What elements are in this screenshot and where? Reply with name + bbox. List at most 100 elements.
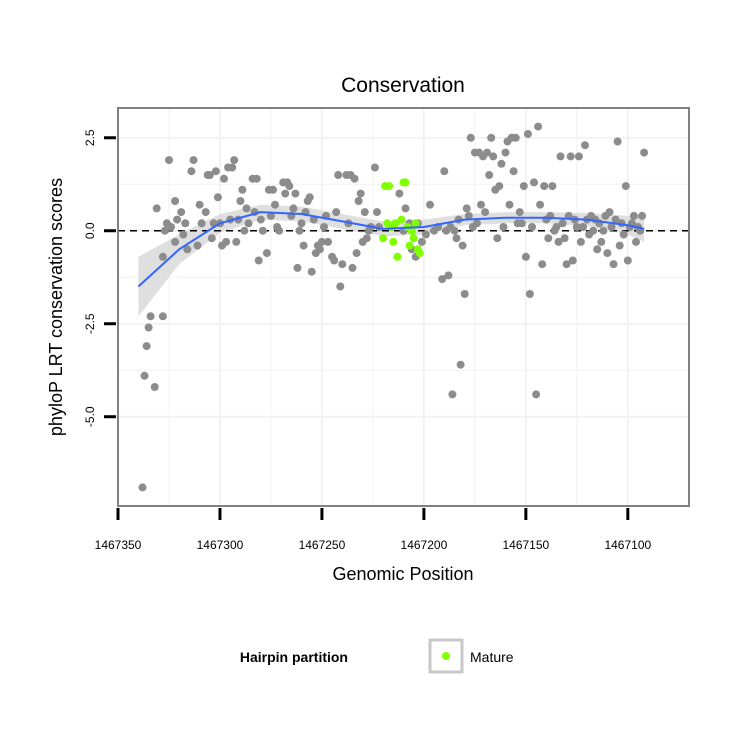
point-other [576, 237, 585, 246]
point-other [638, 211, 647, 220]
point-other [554, 237, 563, 246]
point-other [593, 245, 602, 254]
point-other [350, 174, 359, 183]
point-other [183, 245, 192, 254]
point-other [552, 223, 561, 231]
point-mature [389, 237, 398, 246]
point-other [238, 185, 247, 194]
point-other [505, 200, 514, 209]
point-other [523, 130, 532, 138]
point-other [150, 383, 159, 391]
point-mature [409, 234, 418, 243]
point-other [574, 152, 583, 161]
x-tick-label: 1467250 [299, 538, 346, 552]
x-axis: 1467350 1467300 1467250 1467200 1467150 14671… [95, 508, 652, 552]
point-other [201, 208, 210, 217]
point-other [521, 252, 530, 261]
point-other [568, 256, 577, 265]
data-points [138, 122, 649, 492]
y-tick-label: 2.5 [83, 129, 97, 146]
point-other [152, 204, 161, 213]
point-other [370, 163, 379, 172]
point-other [517, 219, 526, 228]
point-other [220, 174, 228, 183]
point-other [499, 223, 508, 231]
point-other [189, 156, 198, 165]
y-axis-title: phyloP LRT conservation scores [46, 178, 66, 436]
point-other [395, 189, 404, 198]
point-other [462, 204, 471, 213]
point-mature [391, 219, 400, 228]
point-mature [407, 226, 416, 235]
y-axis: -5.0 -2.5 0.0 2.5 [83, 129, 116, 427]
point-other [158, 252, 167, 261]
point-other [254, 256, 263, 265]
point-other [562, 260, 571, 269]
point-other [632, 237, 640, 246]
point-mature [397, 215, 406, 224]
point-other [458, 241, 467, 250]
point-other [417, 237, 426, 246]
point-other [291, 189, 300, 198]
point-other [281, 189, 290, 198]
point-other [613, 137, 622, 146]
point-other [609, 260, 618, 269]
point-other [487, 133, 496, 142]
point-other [460, 290, 469, 298]
point-other [452, 234, 461, 243]
point-other [222, 237, 231, 246]
x-axis-title: Genomic Position [332, 564, 473, 584]
point-other [548, 182, 557, 191]
point-other [297, 219, 306, 228]
point-other [581, 141, 589, 150]
point-other [611, 215, 620, 224]
point-other [623, 256, 632, 265]
point-other [232, 237, 241, 246]
point-other [621, 182, 630, 191]
point-mature [405, 241, 414, 250]
point-other [213, 193, 222, 202]
point-other [501, 148, 510, 157]
point-other [330, 256, 339, 265]
point-other [305, 193, 314, 202]
point-other [271, 200, 279, 209]
point-other [489, 152, 498, 161]
point-other [536, 200, 545, 209]
x-tick-label: 1467200 [401, 538, 448, 552]
point-other [426, 200, 434, 209]
point-other [317, 237, 326, 246]
point-other [444, 271, 453, 280]
point-other [307, 267, 316, 276]
point-other [483, 148, 492, 157]
point-other [334, 171, 343, 179]
point-other [266, 211, 275, 220]
point-other [299, 241, 308, 250]
point-other [262, 249, 271, 258]
point-other [481, 208, 490, 217]
point-other [572, 223, 581, 231]
point-other [236, 197, 245, 205]
point-other [495, 182, 504, 191]
point-mature [379, 234, 388, 243]
point-other [338, 260, 347, 269]
point-other [640, 148, 649, 157]
point-mature [393, 252, 402, 261]
point-other [158, 312, 167, 321]
point-other [566, 152, 575, 161]
point-other [472, 219, 481, 228]
point-other [160, 226, 169, 235]
x-tick-label: 1467100 [604, 538, 651, 552]
point-other [352, 249, 361, 258]
point-other [360, 208, 369, 217]
point-other [293, 263, 302, 272]
point-other [315, 245, 324, 254]
point-other [556, 152, 565, 161]
point-other [438, 275, 447, 284]
smooth-trend-line [137, 211, 645, 288]
point-other [619, 230, 628, 239]
legend-key-mature [442, 652, 450, 660]
point-mature [415, 249, 424, 258]
point-other [146, 312, 155, 321]
point-other [195, 200, 204, 209]
